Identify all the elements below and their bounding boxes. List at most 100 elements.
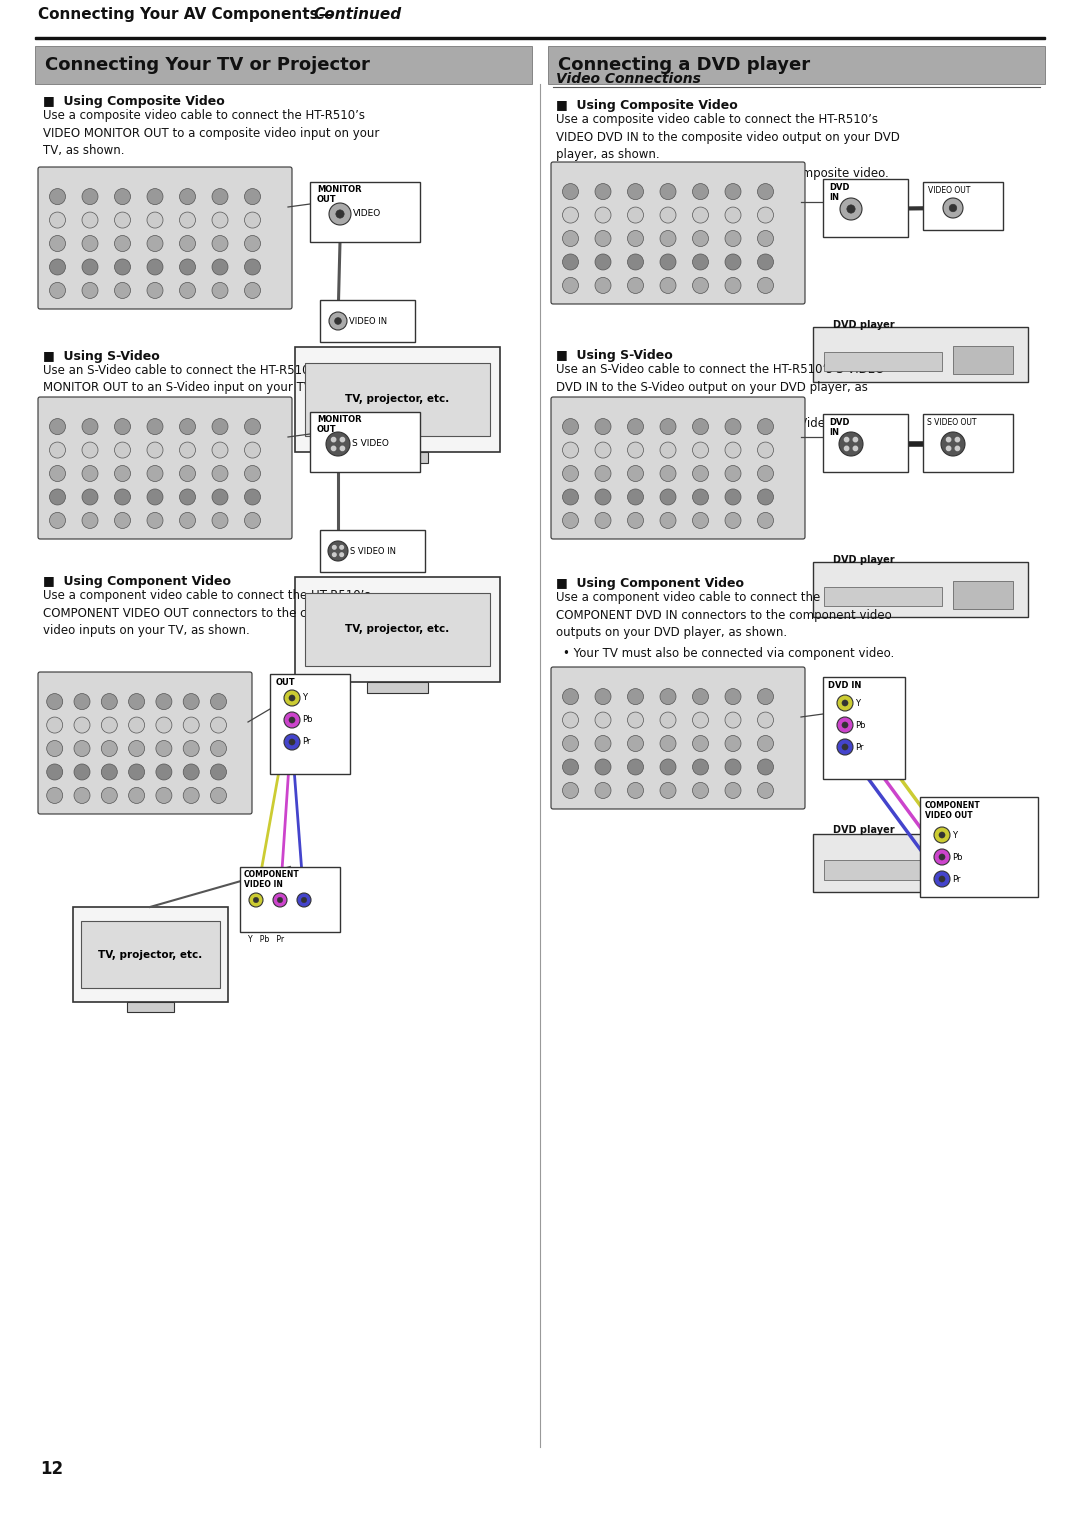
Circle shape [244,212,260,228]
Circle shape [147,189,163,205]
Circle shape [757,231,773,246]
Circle shape [660,418,676,435]
Circle shape [660,253,676,270]
Circle shape [692,466,708,481]
Circle shape [244,260,260,275]
Circle shape [50,489,66,505]
Circle shape [82,441,98,458]
Bar [240,867,340,931]
Bar [813,834,1028,892]
Circle shape [692,782,708,799]
Circle shape [845,437,849,441]
Circle shape [725,782,741,799]
Circle shape [660,278,676,293]
Circle shape [563,183,579,200]
Text: • Your TV must also be connected via composite video.: • Your TV must also be connected via com… [563,166,889,180]
Circle shape [179,260,195,275]
Circle shape [627,712,644,728]
Text: ■  Using Component Video: ■ Using Component Video [556,577,744,589]
Circle shape [725,759,741,776]
Text: ■  Using S-Video: ■ Using S-Video [556,350,673,362]
Text: TV, projector, etc.: TV, projector, etc. [346,625,449,635]
Circle shape [50,260,66,275]
Circle shape [102,764,118,780]
Text: Use an S-Video cable to connect the HT-R510’s S VIDEO
DVD IN to the S-Video outp: Use an S-Video cable to connect the HT-R… [556,363,885,411]
Circle shape [336,209,345,218]
Circle shape [129,788,145,803]
Circle shape [147,235,163,252]
Circle shape [847,205,855,214]
Bar [953,347,1013,374]
Circle shape [50,466,66,481]
Text: DVD player: DVD player [833,321,894,330]
Circle shape [156,741,172,756]
Circle shape [853,437,858,441]
Bar [823,414,908,472]
Text: OUT: OUT [276,678,296,687]
Circle shape [692,513,708,528]
Circle shape [211,693,227,710]
Circle shape [563,759,579,776]
Circle shape [563,782,579,799]
Text: ■  Using Composite Video: ■ Using Composite Video [43,95,225,108]
Circle shape [725,712,741,728]
Circle shape [184,764,199,780]
Circle shape [147,441,163,458]
FancyBboxPatch shape [38,397,292,539]
Circle shape [114,282,131,298]
Circle shape [595,513,611,528]
Circle shape [627,278,644,293]
Circle shape [757,253,773,270]
Circle shape [114,489,131,505]
Text: COMPONENT
VIDEO IN: COMPONENT VIDEO IN [244,870,300,889]
Circle shape [757,466,773,481]
Circle shape [129,718,145,733]
Text: Pr: Pr [302,738,311,747]
Circle shape [50,212,66,228]
FancyBboxPatch shape [38,672,252,814]
Circle shape [284,690,300,705]
Circle shape [147,282,163,298]
Circle shape [725,231,741,246]
Circle shape [114,189,131,205]
Text: TV, projector, etc.: TV, projector, etc. [346,394,449,405]
Circle shape [660,513,676,528]
Circle shape [179,466,195,481]
Circle shape [627,782,644,799]
Circle shape [941,432,966,457]
Circle shape [284,712,300,728]
Circle shape [340,545,343,550]
Bar [953,582,1013,609]
Text: Y: Y [302,693,307,702]
Circle shape [184,718,199,733]
Circle shape [50,235,66,252]
Circle shape [563,231,579,246]
Circle shape [184,741,199,756]
Circle shape [82,235,98,252]
Circle shape [129,741,145,756]
Bar [320,530,426,573]
Circle shape [212,513,228,528]
Circle shape [725,183,741,200]
Circle shape [244,418,260,435]
Circle shape [114,212,131,228]
Circle shape [692,231,708,246]
Circle shape [839,432,863,457]
Bar [813,562,1028,617]
Circle shape [278,898,283,902]
Circle shape [949,205,957,212]
Circle shape [660,441,676,458]
Circle shape [332,437,336,441]
Circle shape [934,849,950,864]
Circle shape [75,741,90,756]
Circle shape [46,788,63,803]
Circle shape [102,788,118,803]
Circle shape [660,712,676,728]
Circle shape [757,418,773,435]
Circle shape [212,235,228,252]
Text: Connecting a DVD player: Connecting a DVD player [558,56,810,73]
Circle shape [627,231,644,246]
Circle shape [595,489,611,505]
Circle shape [692,253,708,270]
Circle shape [273,893,287,907]
